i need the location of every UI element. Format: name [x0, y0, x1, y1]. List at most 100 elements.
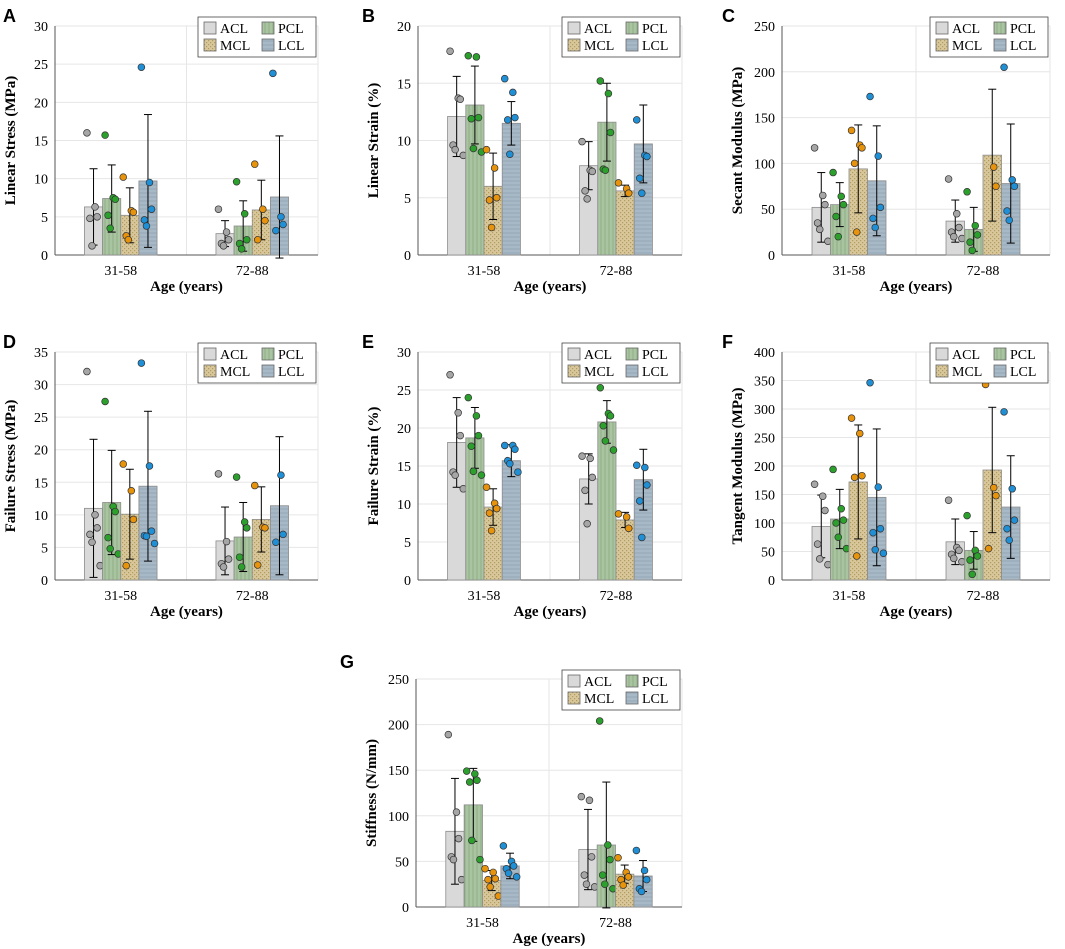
y-tick-label: 10 [34, 173, 48, 188]
chart-panel-f: F 0 50 100 150 200 250 300 350 400 31-58 72-88 Age (… [722, 332, 1051, 620]
data-point-acl [444, 730, 453, 739]
data-point-mcl [492, 194, 501, 202]
y-tick-label: 0 [41, 574, 48, 589]
x-tick-label: 72-88 [967, 589, 1000, 604]
data-point-lcl [876, 203, 885, 212]
y-tick-label: 150 [754, 489, 775, 504]
data-point-pcl [235, 553, 244, 561]
panel-letter: G [340, 652, 354, 672]
data-point-mcl [852, 552, 861, 560]
bar-lcl-31-58 [501, 460, 521, 581]
data-point-acl [214, 205, 223, 213]
data-point-pcl [106, 224, 114, 233]
data-point-lcl [871, 546, 879, 554]
data-point-mcl [492, 504, 501, 513]
legend-label-acl: ACL [220, 22, 248, 37]
x-tick-label: 31-58 [466, 916, 499, 931]
panel-letter: E [362, 332, 374, 352]
data-point-lcl [142, 222, 151, 230]
legend-swatch-pcl [625, 347, 639, 361]
x-axis-title: Age (years) [880, 604, 953, 620]
data-point-acl [588, 473, 597, 482]
data-point-lcl [643, 481, 651, 489]
data-point-acl [583, 520, 591, 528]
x-tick-label: 31-58 [833, 264, 866, 279]
error-bar [507, 101, 516, 146]
error-bar [452, 75, 461, 158]
data-point-lcl [632, 116, 641, 124]
data-point-mcl [129, 515, 138, 524]
panel-letter: A [3, 6, 16, 26]
data-point-acl [810, 480, 819, 488]
data-point-lcl [1003, 524, 1011, 533]
data-point-pcl [829, 168, 837, 177]
legend-label-mcl: MCL [952, 39, 982, 54]
data-point-pcl [243, 235, 251, 244]
data-point-pcl [973, 552, 982, 560]
data-point-pcl [834, 533, 843, 541]
data-point-lcl [1000, 63, 1008, 71]
data-point-pcl [609, 446, 618, 454]
y-tick-label: 30 [397, 346, 411, 361]
data-point-acl [456, 95, 465, 104]
data-point-lcl [876, 524, 885, 533]
y-tick-label: 5 [404, 192, 411, 207]
data-point-lcl [641, 463, 649, 472]
legend-swatch-pcl [261, 347, 275, 361]
data-point-lcl [632, 461, 641, 469]
data-point-acl [446, 371, 454, 379]
legend-label-mcl: MCL [220, 365, 250, 380]
data-point-acl [581, 187, 589, 195]
legend-swatch-pcl [261, 21, 275, 35]
data-point-pcl [237, 563, 246, 571]
data-point-lcl [1008, 176, 1016, 184]
data-point-lcl [279, 220, 287, 229]
legend-label-lcl: LCL [278, 365, 304, 380]
data-point-acl [819, 492, 827, 500]
chart-panel-c: C 0 50 100 150 200 250 31-58 72-88 Age (years) Sec… [722, 6, 1051, 295]
x-axis-title: Age (years) [513, 931, 586, 947]
error-bar [257, 486, 266, 553]
legend-label-acl: ACL [220, 348, 248, 363]
data-point-pcl [599, 421, 608, 430]
y-tick-label: 10 [397, 498, 411, 513]
y-tick-label: 35 [34, 346, 48, 361]
data-point-pcl [469, 467, 478, 476]
legend: ACL PCL MCL LCL [929, 342, 1049, 384]
data-point-pcl [467, 442, 476, 450]
data-point-lcl [640, 866, 649, 875]
y-tick-label: 50 [761, 203, 775, 218]
legend-label-acl: ACL [584, 675, 612, 690]
data-point-pcl [596, 383, 605, 392]
legend-swatch-lcl [261, 38, 275, 52]
legend-box [197, 16, 317, 58]
legend: ACL PCL MCL LCL [197, 342, 317, 384]
data-point-lcl [866, 379, 874, 387]
data-point-pcl [473, 776, 481, 784]
error-bar [470, 65, 479, 145]
data-point-lcl [1005, 536, 1013, 544]
data-point-acl [451, 471, 459, 479]
error-bar [125, 468, 134, 560]
data-point-acl [454, 834, 463, 843]
data-point-mcl [858, 144, 866, 152]
data-point-lcl [1003, 207, 1011, 215]
data-point-lcl [874, 152, 882, 160]
data-point-pcl [101, 397, 109, 406]
data-point-mcl [259, 205, 267, 213]
data-point-mcl [984, 544, 993, 553]
data-point-acl [953, 210, 961, 218]
data-point-acl [810, 144, 819, 152]
data-point-mcl [129, 208, 138, 217]
y-tick-label: 400 [754, 346, 775, 361]
data-point-lcl [137, 359, 146, 367]
y-tick-label: 150 [388, 764, 409, 779]
x-tick-label: 72-88 [236, 264, 269, 279]
legend-swatch-acl [203, 21, 217, 35]
legend-swatch-pcl [625, 674, 639, 688]
legend-label-lcl: LCL [642, 39, 668, 54]
data-point-mcl [486, 883, 494, 891]
data-point-pcl [468, 836, 476, 845]
data-point-mcl [622, 513, 631, 521]
